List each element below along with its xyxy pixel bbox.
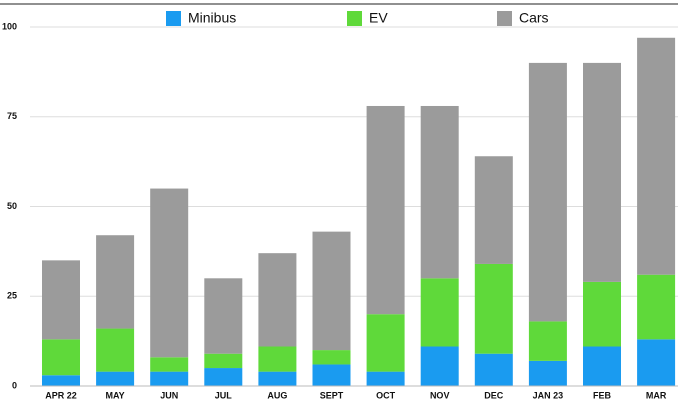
x-tick-label: JAN 23 xyxy=(533,390,564,400)
y-tick-label: 100 xyxy=(2,21,17,31)
x-tick-label: AUG xyxy=(267,390,287,400)
bar-segment xyxy=(474,263,513,354)
y-tick-label: 50 xyxy=(7,201,17,211)
bar-segment xyxy=(150,188,189,358)
bar-segment xyxy=(583,346,621,386)
bar-segment xyxy=(96,328,135,372)
x-tick-label: NOV xyxy=(430,390,450,400)
bar-segment xyxy=(637,274,676,340)
bar-segment xyxy=(366,371,405,386)
bar-segment xyxy=(258,253,297,347)
bar-segment xyxy=(42,260,80,340)
legend-swatch xyxy=(347,11,362,26)
bar-segment xyxy=(637,37,676,275)
x-tick-label: FEB xyxy=(593,390,612,400)
bar-segment xyxy=(528,360,567,386)
legend-label: Minibus xyxy=(188,10,236,26)
bar-segment xyxy=(583,281,621,347)
bar-segment xyxy=(204,278,243,354)
bar-segment xyxy=(366,314,405,372)
x-tick-label: SEPT xyxy=(320,390,344,400)
bar-segment xyxy=(258,346,297,372)
bar-segment xyxy=(528,62,567,322)
x-tick-label: MAY xyxy=(106,390,125,400)
bar-segment xyxy=(258,371,297,386)
bar-segment xyxy=(96,371,135,386)
bar-segment xyxy=(312,350,351,365)
x-tick-label: JUN xyxy=(160,390,178,400)
bar-segment xyxy=(204,353,243,369)
legend-swatch xyxy=(497,11,512,26)
bar-segment xyxy=(366,105,405,315)
x-tick-label: APR 22 xyxy=(45,390,77,400)
bar-segment xyxy=(150,357,189,372)
bar-segment xyxy=(312,364,351,386)
bar-segment xyxy=(528,321,567,361)
bar-segment xyxy=(96,235,135,329)
bar-segment xyxy=(420,278,459,347)
y-tick-label: 75 xyxy=(7,111,17,121)
bar-segment xyxy=(204,368,243,386)
x-tick-label: JUL xyxy=(215,390,233,400)
legend-label: Cars xyxy=(519,10,549,26)
bar-segment xyxy=(583,62,621,282)
y-tick-label: 0 xyxy=(12,380,17,390)
legend-label: EV xyxy=(369,10,388,26)
x-tick-label: DEC xyxy=(484,390,504,400)
x-tick-label: OCT xyxy=(376,390,396,400)
bar-segment xyxy=(312,231,351,351)
x-tick-label: MAR xyxy=(646,390,667,400)
bar-segment xyxy=(42,339,80,376)
bar-segment xyxy=(420,346,459,386)
bar-segment xyxy=(474,353,513,386)
bar-segment xyxy=(474,156,513,264)
bar-segment xyxy=(42,375,80,386)
y-tick-label: 25 xyxy=(7,291,17,301)
bar-segment xyxy=(637,339,676,386)
bar-segment xyxy=(420,105,459,279)
legend-swatch xyxy=(166,11,181,26)
bar-segment xyxy=(150,371,189,386)
